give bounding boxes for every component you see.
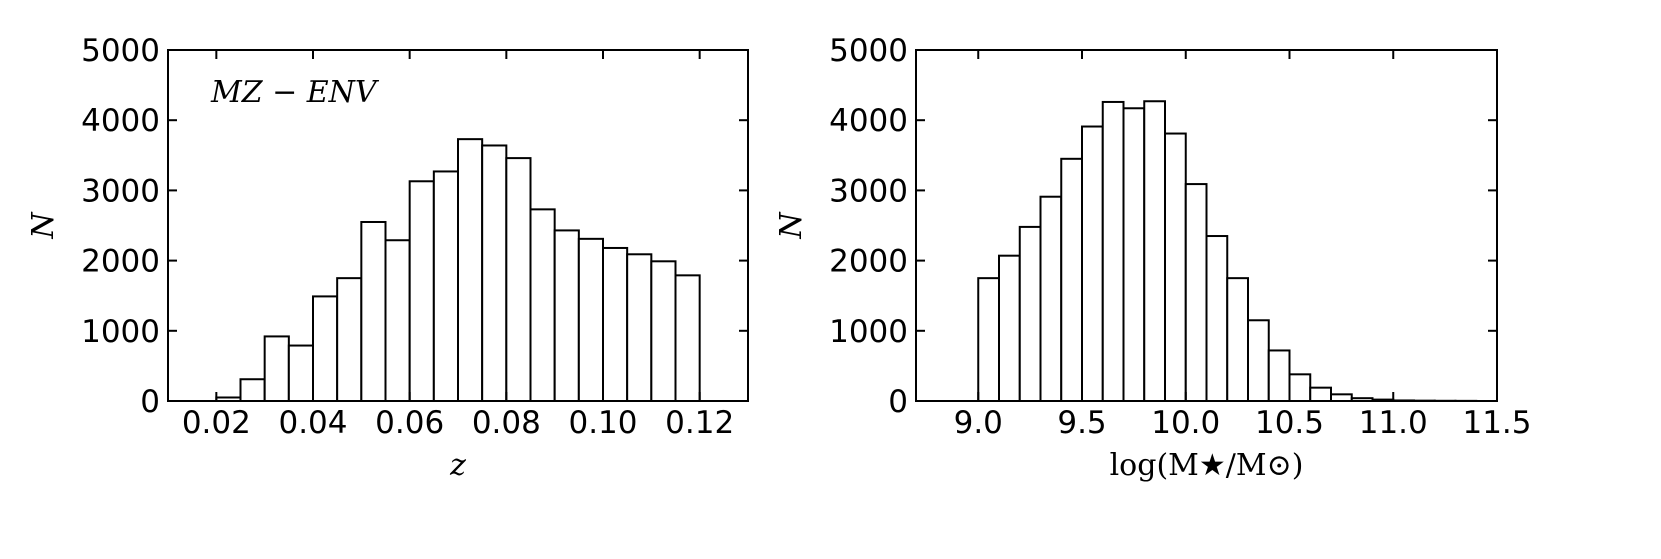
histogram-bar [482,145,506,401]
histogram-bar [978,278,999,401]
y-tick-label: 0 [888,384,908,420]
histogram-bar [999,256,1020,401]
y-tick-label: 3000 [81,173,160,209]
histogram-bar [1082,127,1103,401]
y-tick-label: 3000 [829,173,908,209]
x-axis-title: log(M★/M⊙) [1110,448,1304,483]
histogram-bar [1331,394,1352,401]
y-axis-title: N [774,211,809,240]
y-tick-label: 2000 [81,244,160,280]
histogram-bar [676,275,700,401]
histogram-bar [434,171,458,401]
histogram-bar [1207,236,1228,401]
x-tick-label: 0.10 [568,405,637,441]
histogram-bar [410,181,434,401]
redshift-histogram-panel: 0 1000 2000 3000 4000 5000 0.02 0.04 0.06 0.08 0.1… [26,33,748,483]
histogram-bar [1165,134,1186,401]
histogram-bar [337,278,361,401]
histogram-bar [531,209,555,401]
histogram-bar [555,230,579,401]
histogram-bar [627,254,651,401]
x-tick-label: 11.5 [1462,405,1531,441]
y-tick-label: 0 [140,384,160,420]
histogram-bar [458,139,482,401]
sample-annotation: MZ − ENV [210,75,380,110]
histogram-bar [603,248,627,401]
histogram-bar [651,261,675,401]
y-axis-title: N [26,211,61,240]
y-tick-label: 1000 [81,314,160,350]
x-tick-label: 0.08 [472,405,541,441]
x-tick-label: 0.12 [665,405,734,441]
histogram-bar [386,240,410,401]
histogram-bar [361,222,385,401]
histogram-bar [579,239,603,401]
x-tick-label: 11.0 [1359,405,1428,441]
y-tick-label: 4000 [81,103,160,139]
histogram-bar [241,379,265,401]
x-tick-label: 9.5 [1057,405,1106,441]
histogram-bar [1103,102,1124,401]
histogram-bar [313,296,337,401]
histogram-bar [1144,101,1165,401]
stellar-mass-histogram-panel: 0 1000 2000 3000 4000 5000 9.0 9.5 10.0 10.5 11.0 1… [774,33,1532,483]
x-tick-label: 0.06 [375,405,444,441]
histogram-bar [289,346,313,401]
histogram-bar [1227,278,1248,401]
y-tick-label: 1000 [829,314,908,350]
histogram-bar [1248,320,1269,401]
histogram-bar [1186,184,1207,401]
x-tick-label: 10.0 [1151,405,1220,441]
histogram-bar [265,336,289,401]
x-tick-label: 0.02 [182,405,251,441]
y-tick-label: 5000 [829,33,908,69]
histogram-bar [1310,388,1331,401]
x-tick-label: 10.5 [1255,405,1324,441]
x-tick-label: 0.04 [278,405,347,441]
y-tick-label: 4000 [829,103,908,139]
histogram-bar [1041,197,1062,401]
y-tick-label: 5000 [81,33,160,69]
x-axis-title: z [449,448,466,483]
histogram-bar [1290,374,1311,401]
y-tick-label: 2000 [829,244,908,280]
histogram-bar [1020,227,1041,401]
histogram-bar [1061,159,1082,401]
histogram-bar [506,158,530,401]
x-tick-label: 9.0 [954,405,1003,441]
histogram-bar [1124,108,1145,401]
histogram-bar [1269,350,1290,401]
